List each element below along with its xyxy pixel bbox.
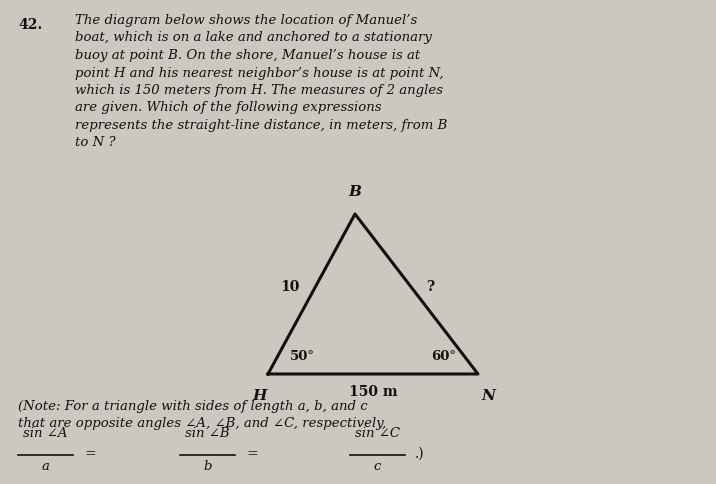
- Text: N: N: [481, 388, 495, 402]
- Text: b: b: [203, 459, 212, 472]
- Text: point H and his nearest neighbor’s house is at point N,: point H and his nearest neighbor’s house…: [75, 66, 444, 79]
- Text: =: =: [247, 446, 258, 460]
- Text: 42.: 42.: [18, 18, 42, 32]
- Text: (Note: For a triangle with sides of length a, b, and c: (Note: For a triangle with sides of leng…: [18, 399, 367, 412]
- Text: =: =: [85, 446, 97, 460]
- Text: 50°: 50°: [290, 349, 315, 362]
- Text: 60°: 60°: [431, 349, 456, 362]
- Text: sin ∠A: sin ∠A: [23, 426, 68, 439]
- Text: sin ∠C: sin ∠C: [355, 426, 400, 439]
- Text: 150 m: 150 m: [349, 384, 397, 398]
- Text: The diagram below shows the location of Manuel’s: The diagram below shows the location of …: [75, 14, 417, 27]
- Text: to N ?: to N ?: [75, 136, 115, 149]
- Text: that are opposite angles ∠A, ∠B, and ∠C, respectively,: that are opposite angles ∠A, ∠B, and ∠C,…: [18, 416, 386, 429]
- Text: represents the straight-line distance, in meters, from B: represents the straight-line distance, i…: [75, 119, 448, 132]
- Text: c: c: [374, 459, 381, 472]
- Text: sin ∠B: sin ∠B: [185, 426, 230, 439]
- Text: a: a: [42, 459, 49, 472]
- Text: buoy at point B. On the shore, Manuel’s house is at: buoy at point B. On the shore, Manuel’s …: [75, 49, 420, 62]
- Text: boat, which is on a lake and anchored to a stationary: boat, which is on a lake and anchored to…: [75, 31, 432, 45]
- Text: ?: ?: [427, 279, 435, 293]
- Text: B: B: [349, 184, 362, 198]
- Text: H: H: [253, 388, 267, 402]
- Text: are given. Which of the following expressions: are given. Which of the following expres…: [75, 101, 382, 114]
- Text: .): .): [415, 446, 425, 460]
- Text: 10: 10: [280, 279, 299, 293]
- Text: which is 150 meters from H. The measures of 2 angles: which is 150 meters from H. The measures…: [75, 84, 443, 97]
